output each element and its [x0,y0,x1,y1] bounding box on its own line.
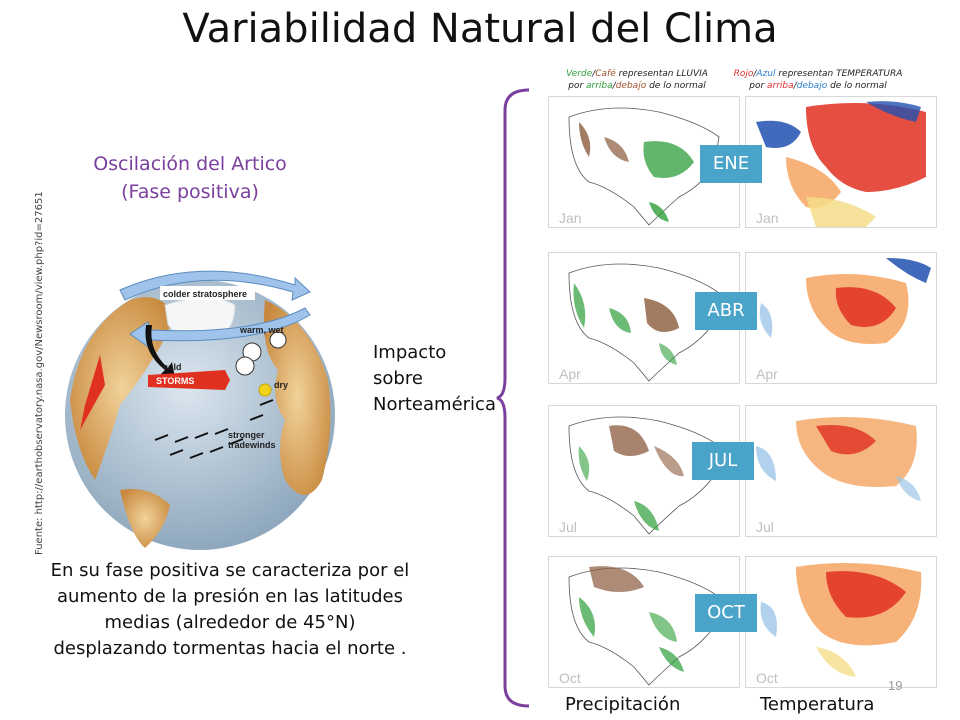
month-badge-oct: OCT [695,594,757,632]
precip-legend: Verde/Café representan LLUVIA por arriba… [542,68,732,92]
column-label-precipitation: Precipitación [565,694,681,715]
legend-right-word1: Rojo [733,69,754,79]
legend-right-rest1: representan TEMPERATURA [775,69,903,79]
south-america-land [120,489,170,548]
impact-line-3: Norteamérica [373,394,496,415]
legend-left-word3: arriba [586,81,613,91]
temp-map-jan: Jan [745,96,937,228]
map-label-temp-apr: Apr [756,366,778,382]
legend-right-word2: Azul [756,69,776,79]
legend-left-sep1: / [592,69,596,79]
precip-map-jul: Jul [548,405,740,537]
map-label-temp-jul: Jul [756,519,774,535]
map-label-temp-oct: Oct [756,670,778,686]
legend-left-word2: Café [595,69,616,79]
ao-title-line1: Oscilación del Artico [93,153,287,175]
description-text: En su fase positiva se caracteriza por e… [20,558,440,662]
storms-arrow [148,370,230,390]
description-line-1: En su fase positiva se caracteriza por e… [50,560,410,581]
arctic-oscillation-title: Oscilación del Artico (Fase positiva) [60,150,320,206]
legend-left-line2b: de lo normal [646,81,706,91]
sun-icon [258,383,272,397]
legend-right-line2a: por [749,81,768,91]
month-badge-jul: JUL [692,442,754,480]
temp-map-apr: Apr [745,252,937,384]
source-credit: Fuente: http://earthobservatory.nasa.gov… [34,191,45,555]
circulation-arrow-bottom [129,307,311,349]
map-label-temp-jan: Jan [756,210,779,226]
temp-map-oct: Oct [745,556,937,688]
tradewind-arrows [154,399,274,459]
circulation-arrow-top [119,270,311,301]
map-label-precip-oct: Oct [559,670,581,686]
label-tradewinds-2: tradewinds [228,440,276,450]
temp-legend: Rojo/Azul representan TEMPERATURA por ar… [718,68,918,92]
europe-africa-land [263,300,331,495]
arctic-oscillation-globe: colder stratosphere warm, wet cold STORM… [65,270,335,550]
description-line-4: desplazando tormentas hacia el norte . [53,638,407,659]
black-arrow [145,325,175,378]
curly-bracket [496,88,530,708]
impact-text: Impacto sobre Norteamérica [373,340,496,418]
slide-title: Variabilidad Natural del Clima [182,6,778,52]
label-tradewinds-1: stronger [228,430,265,440]
map-label-precip-jul: Jul [559,519,577,535]
legend-right-line2b: de lo normal [827,81,887,91]
month-badge-apr: ABR [695,292,757,330]
map-label-precip-apr: Apr [559,366,581,382]
month-badge-jan: ENE [700,145,762,183]
label-storms: STORMS [156,376,194,386]
legend-left-word1: Verde [566,69,593,79]
red-arrow [80,355,105,430]
impact-line-2: sobre [373,368,423,389]
legend-right-sep2: / [793,81,797,91]
ao-title-line2: (Fase positiva) [121,181,259,203]
legend-left-sep2: / [612,81,616,91]
label-warm-wet: warm, wet [239,325,284,335]
legend-left-line2a: por [568,81,587,91]
legend-right-sep1: / [753,69,757,79]
legend-right-word4: debajo [796,81,828,91]
column-label-temperature: Temperatura [760,694,875,715]
label-colder-stratosphere: colder stratosphere [163,289,247,299]
label-dry: dry [274,380,288,390]
storm-clouds [235,331,287,376]
legend-left-rest1: representan LLUVIA [615,69,708,79]
page-number: 19 [888,678,903,693]
temp-map-jul: Jul [745,405,937,537]
description-line-2: aumento de la presión en las latitudes [56,586,404,607]
impact-line-1: Impacto [373,342,447,363]
map-label-precip-jan: Jan [559,210,582,226]
label-cold: cold [163,362,182,372]
colder-label-bg [160,286,255,300]
legend-left-word4: debajo [615,81,647,91]
legend-right-word3: arriba [767,81,794,91]
description-line-3: medias (alrededor de 45°N) [104,612,356,633]
